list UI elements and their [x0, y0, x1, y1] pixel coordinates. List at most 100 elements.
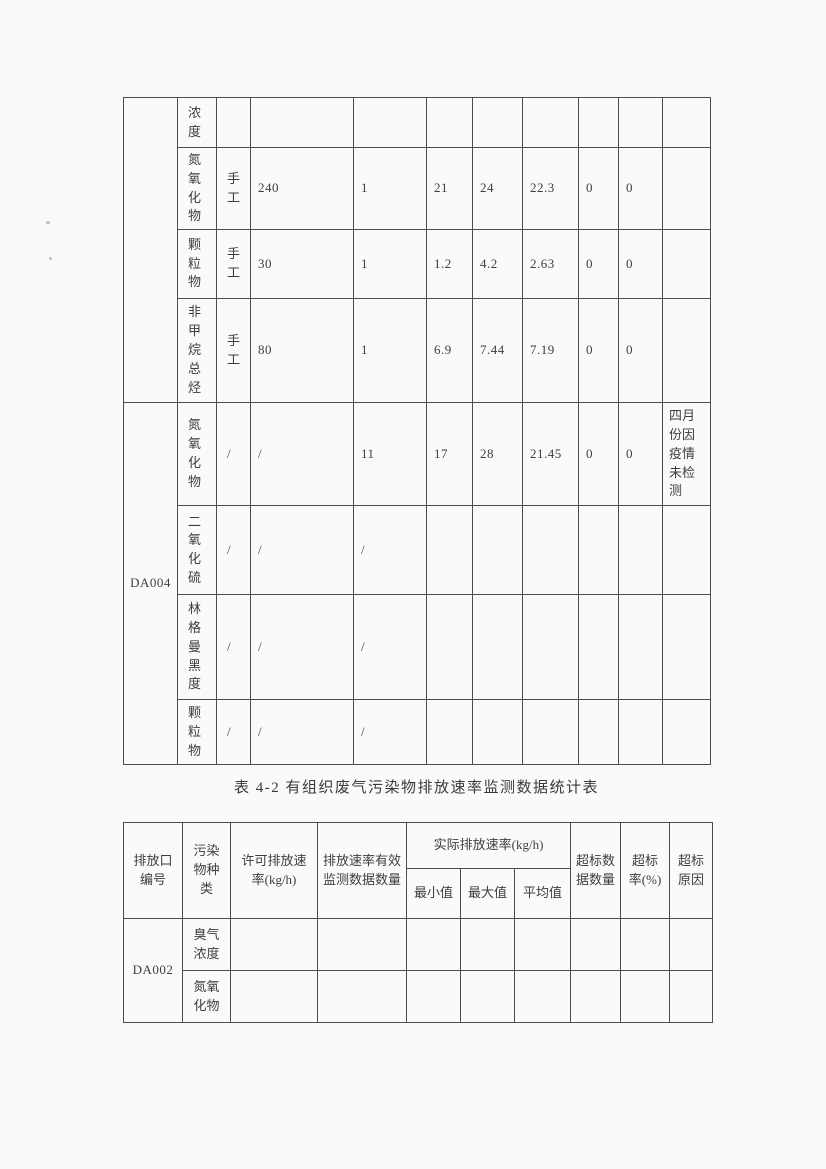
cell-exceed-count: 0 — [578, 401, 619, 507]
emission-rate-stats-table: 排放口编号 污染物种类 许可排放速率(kg/h) 排放速率有效监测数据数量 实际… — [123, 822, 714, 1023]
cell-method: / — [216, 505, 251, 596]
cell-count: / — [353, 594, 427, 701]
cell-avg: 22.3 — [522, 147, 579, 230]
cell-max — [472, 505, 523, 596]
scan-speck — [49, 257, 52, 260]
cell-count: 1 — [353, 298, 427, 403]
cell-min — [426, 505, 473, 596]
cell-max — [472, 699, 523, 766]
cell-exceed-count — [578, 97, 619, 148]
cell-exceed-rate: 0 — [618, 401, 663, 507]
cell-exceed-count — [578, 505, 619, 596]
table-row: 颗粒物 / / / — [124, 699, 711, 766]
cell-outlet-id: DA002 — [123, 918, 183, 1023]
cell-exceed-rate: 0 — [618, 229, 663, 299]
cell-count — [317, 970, 407, 1023]
cell-exceed-reason — [669, 970, 714, 1023]
cell-exceed-rate — [620, 918, 671, 971]
cell-avg: 7.19 — [522, 298, 579, 403]
cell-min: 6.9 — [426, 298, 473, 403]
table-caption: 表 4-2 有组织废气污染物排放速率监测数据统计表 — [234, 780, 599, 796]
cell-min: 1.2 — [426, 229, 473, 299]
cell-exceed-rate — [618, 699, 663, 766]
cell-method: 手工 — [216, 229, 251, 299]
cell-permit: 30 — [250, 229, 354, 299]
cell-count: / — [353, 699, 427, 766]
cell-remark — [662, 298, 711, 403]
cell-max: 24 — [472, 147, 523, 230]
cell-pollutant: 氮氧化物 — [177, 401, 217, 507]
cell-exceed-count — [578, 699, 619, 766]
cell-exceed-rate — [618, 594, 663, 701]
cell-pollutant: 氮氧化物 — [177, 147, 217, 230]
cell-min — [406, 918, 461, 971]
cell-max — [460, 970, 515, 1023]
cell-exceed-rate: 0 — [618, 147, 663, 230]
cell-permit: / — [250, 505, 354, 596]
cell-pollutant: 颗粒物 — [177, 699, 217, 766]
cell-remark — [662, 594, 711, 701]
cell-exceed-count — [570, 970, 622, 1023]
cell-avg — [522, 505, 579, 596]
cell-method: 手工 — [216, 298, 251, 403]
cell-pollutant: 二氧化硫 — [177, 505, 217, 596]
header-valid-count: 排放速率有效监测数据数量 — [317, 822, 407, 919]
cell-max: 28 — [472, 401, 523, 507]
cell-max — [460, 918, 515, 971]
table-row: DA004 氮氧化物 / / 11 17 28 21.45 0 0 四月份因疫情… — [123, 401, 711, 766]
cell-pollutant: 浓度 — [177, 97, 217, 148]
cell-count — [353, 97, 427, 148]
cell-exceed-count — [578, 594, 619, 701]
cell-max: 4.2 — [472, 229, 523, 299]
table-row: DA002 臭气浓度 — [123, 918, 714, 1023]
cell-min — [426, 594, 473, 701]
cell-max: 7.44 — [472, 298, 523, 403]
header-max: 最大值 — [460, 868, 515, 919]
cell-permit: / — [250, 594, 354, 701]
cell-method: / — [216, 401, 251, 507]
cell-exceed-count — [570, 918, 622, 971]
cell-permit: 80 — [250, 298, 354, 403]
cell-exceed-rate — [618, 97, 663, 148]
cell-min — [426, 699, 473, 766]
cell-permit — [230, 970, 318, 1023]
cell-remark — [662, 229, 711, 299]
cell-exceed-reason — [669, 918, 714, 971]
cell-pollutant: 颗粒物 — [177, 229, 217, 299]
cell-permit: / — [250, 699, 354, 766]
cell-outlet-id: DA004 — [123, 401, 178, 766]
cell-avg — [513, 970, 572, 1023]
table-row: 浓度 — [123, 97, 711, 403]
cell-pollutant: 臭气浓度 — [182, 918, 231, 971]
table-row: 二氧化硫 / / / — [124, 505, 711, 596]
cell-method: / — [216, 594, 251, 701]
cell-method — [216, 97, 251, 148]
header-pollutant: 污染物种类 — [182, 822, 231, 919]
header-avg: 平均值 — [513, 868, 572, 919]
cell-avg — [522, 97, 579, 148]
cell-permit: 240 — [250, 147, 354, 230]
cell-avg: 2.63 — [522, 229, 579, 299]
cell-remark — [662, 97, 711, 148]
table-row: 林格曼黑度 / / / — [124, 594, 711, 701]
cell-permit — [250, 97, 354, 148]
cell-pollutant: 林格曼黑度 — [177, 594, 217, 701]
cell-exceed-rate: 0 — [618, 298, 663, 403]
header-row: 排放口编号 污染物种类 许可排放速率(kg/h) 排放速率有效监测数据数量 实际… — [123, 822, 714, 919]
cell-avg: 21.45 — [522, 401, 579, 507]
cell-exceed-count: 0 — [578, 147, 619, 230]
cell-exceed-rate — [618, 505, 663, 596]
cell-max — [472, 97, 523, 148]
table-row: 氮氧化物 手工 240 1 21 24 22.3 0 0 — [124, 147, 711, 230]
cell-pollutant: 氮氧化物 — [182, 970, 231, 1023]
cell-avg — [522, 594, 579, 701]
cell-count: / — [353, 505, 427, 596]
cell-remark — [662, 147, 711, 230]
cell-exceed-count: 0 — [578, 229, 619, 299]
cell-min — [406, 970, 461, 1023]
cell-exceed-count: 0 — [578, 298, 619, 403]
cell-avg — [522, 699, 579, 766]
cell-min: 17 — [426, 401, 473, 507]
cell-remark — [662, 699, 711, 766]
